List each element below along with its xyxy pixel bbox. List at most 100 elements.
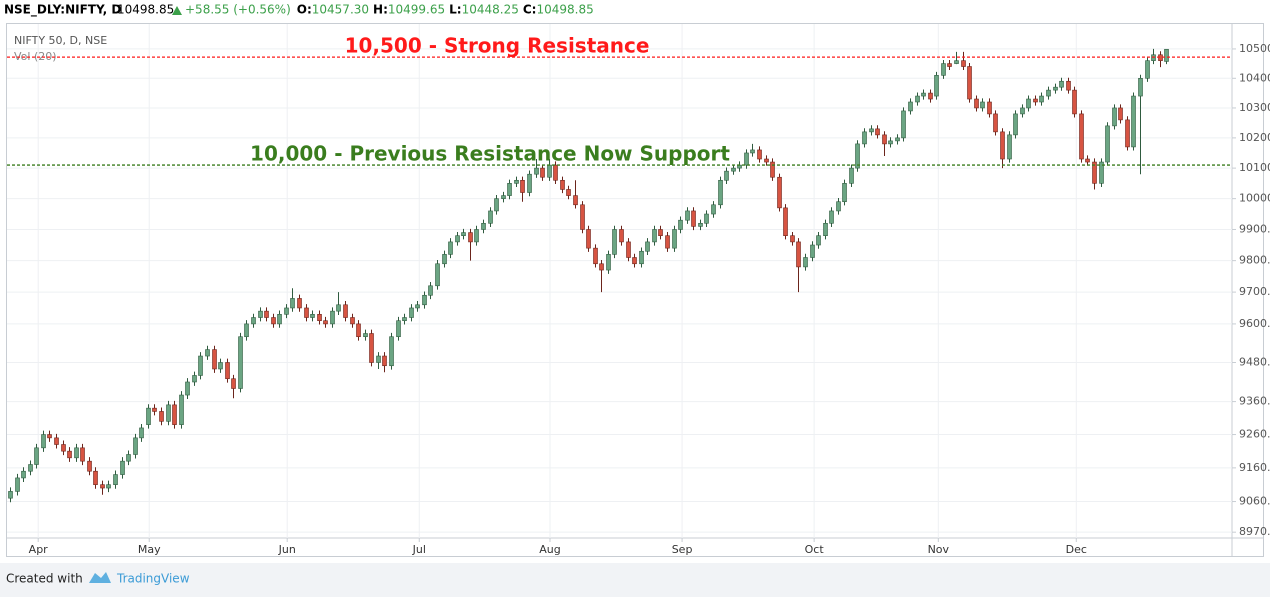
candle-body (1138, 77, 1143, 97)
candle-body (790, 235, 795, 243)
footer-created: Created with (6, 572, 83, 586)
footer-bg (0, 563, 1270, 597)
candle-body (330, 310, 335, 325)
candle-body (488, 210, 493, 224)
candle-body (560, 179, 565, 190)
candle-body (152, 407, 157, 412)
candle-body (106, 484, 111, 489)
candle-body (323, 320, 328, 325)
candle-body (639, 250, 644, 265)
y-tick-label: 10300.00 (1239, 101, 1270, 114)
candle-body (954, 60, 959, 64)
candle-body (724, 170, 729, 181)
candle-body (212, 349, 217, 370)
candle-body (1112, 107, 1117, 127)
ohlc-label: H: (373, 3, 388, 17)
candle-body (915, 95, 920, 103)
candle-body (422, 294, 427, 306)
candle-body (665, 235, 670, 249)
candle-body (974, 98, 979, 109)
candle-body (67, 450, 72, 459)
candle-body (225, 362, 230, 380)
chart-title: NIFTY 50, D, NSE (14, 34, 107, 47)
x-tick-label: Aug (539, 543, 560, 556)
candle-body (718, 179, 723, 206)
candle-body (172, 404, 177, 425)
candle-body (1099, 161, 1104, 184)
candle-body (816, 235, 821, 246)
candle-body (540, 167, 545, 178)
candle-body (28, 464, 33, 472)
candle-body (448, 241, 453, 255)
candle-body (205, 349, 210, 357)
candle-body (652, 229, 657, 243)
candle-body (869, 128, 874, 133)
candle-body (343, 304, 348, 318)
candle-body (849, 167, 854, 184)
candle-body (369, 333, 374, 363)
candle-body (442, 254, 447, 265)
ohlc-label: O: (297, 3, 312, 17)
candle-body (895, 137, 900, 142)
candle-body (133, 437, 138, 455)
y-tick-label: 9360.00 (1239, 395, 1270, 408)
candle-body (534, 167, 539, 175)
y-tick-label: 9480.00 (1239, 356, 1270, 369)
ohlc-value: 10448.25 (462, 3, 519, 17)
header: NSE_DLY:NIFTY, D 10498.85 +58.55 (+0.56%… (4, 3, 594, 18)
candle-body (862, 131, 867, 145)
candle-body (967, 66, 972, 100)
candle-body (277, 314, 282, 325)
candle-body (658, 229, 663, 236)
candle-body (1046, 89, 1051, 97)
candle-body (783, 207, 788, 236)
y-tick-label: 9800.00 (1239, 254, 1270, 267)
candle-body (139, 427, 144, 439)
ohlc-label: C: (523, 3, 537, 17)
candle-body (599, 263, 604, 271)
candle-body (1039, 95, 1044, 103)
candle-body (231, 378, 236, 389)
change: +58.55 (+0.56%) (185, 3, 291, 17)
candle-body (179, 394, 184, 425)
candle-body (606, 254, 611, 271)
candle-body (244, 323, 249, 338)
candle-body (1125, 119, 1130, 148)
candle-body (527, 173, 532, 193)
candle-body (731, 167, 736, 172)
candle-body (645, 241, 650, 252)
candle-body (1092, 161, 1097, 184)
y-tick-label: 10500.00 (1239, 42, 1270, 55)
footer-brand[interactable]: TradingView (116, 572, 190, 586)
candle-body (770, 161, 775, 178)
candle-body (691, 210, 696, 227)
candle-body (888, 140, 893, 145)
candle-body (290, 298, 295, 309)
y-tick-label: 9900.00 (1239, 222, 1270, 235)
candle-body (376, 355, 381, 363)
candle-body (823, 222, 828, 236)
candle-body (1105, 125, 1110, 163)
candle-body (593, 247, 598, 265)
tv-logo (89, 572, 111, 583)
candle-body (842, 183, 847, 203)
candle-body (8, 491, 13, 499)
candle-body (875, 128, 880, 136)
candle-body (15, 477, 20, 492)
x-tick-label: May (138, 543, 161, 556)
symbol: NSE_DLY:NIFTY, D (4, 3, 121, 18)
candle-body (198, 355, 203, 376)
candle-body (1131, 95, 1136, 148)
candle-body (882, 134, 887, 145)
candle-body (21, 470, 26, 479)
candle-body (744, 152, 749, 166)
candle-body (61, 444, 66, 452)
candle-body (580, 204, 585, 230)
candle-body (1118, 107, 1123, 121)
candle-body (271, 317, 276, 325)
candle-body (928, 92, 933, 100)
candle-body (586, 229, 591, 249)
candle-body (632, 257, 637, 265)
